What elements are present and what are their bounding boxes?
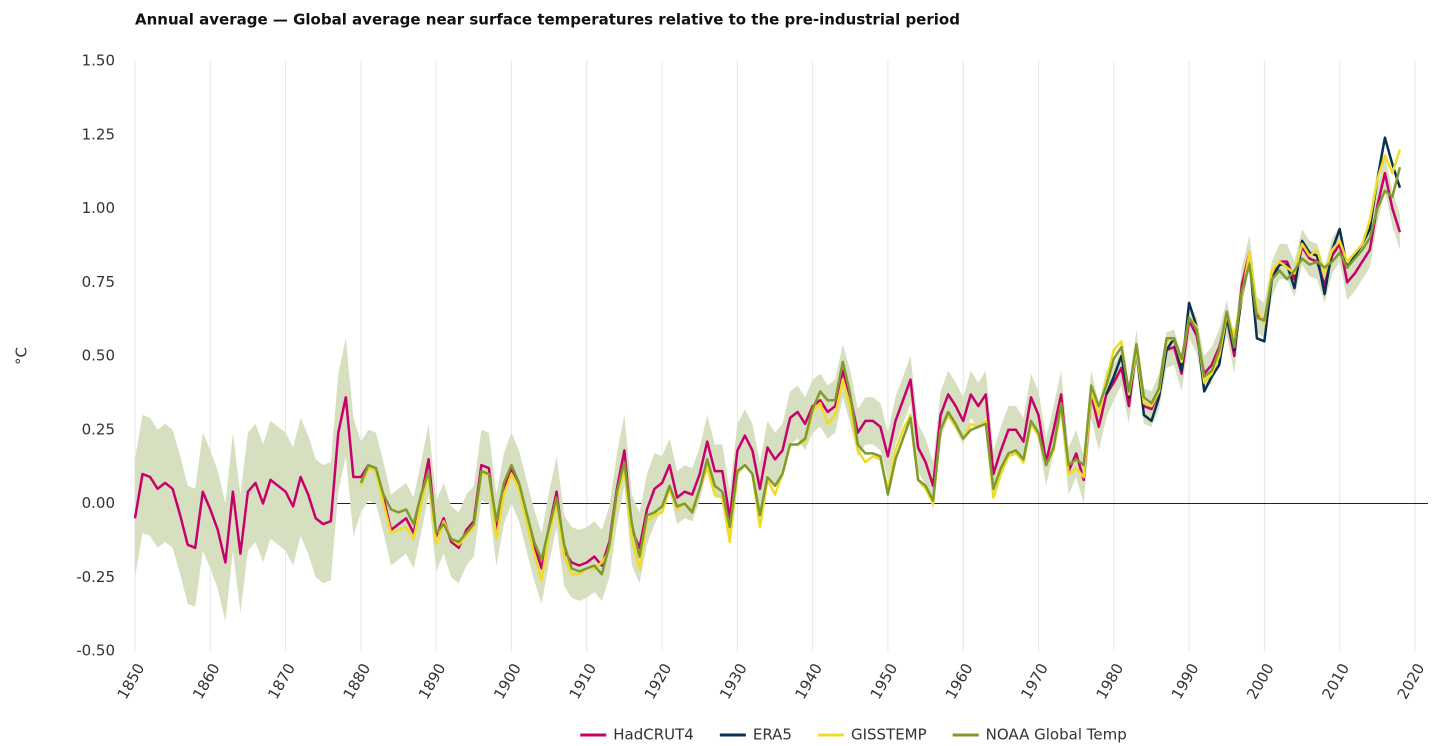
x-tick-label: 1970	[1017, 660, 1052, 702]
y-axis-label: °C	[13, 347, 31, 365]
x-tick-label: 1880	[340, 660, 375, 702]
x-tick-label: 1930	[716, 660, 751, 702]
legend-label: NOAA Global Temp	[986, 726, 1127, 744]
uncertainty-band	[135, 155, 1400, 622]
y-tick-label: 0.75	[82, 273, 115, 291]
x-tick-label: 1990	[1168, 660, 1203, 702]
x-tick-label: 1940	[791, 660, 826, 702]
x-tick-label: 2020	[1394, 660, 1429, 702]
x-tick-label: 1900	[490, 660, 525, 702]
x-tick-label: 1850	[114, 660, 149, 702]
x-tick-label: 1910	[565, 660, 600, 702]
y-tick-label: -0.25	[76, 568, 115, 586]
y-tick-label: 1.25	[82, 125, 115, 143]
x-tick-label: 1860	[189, 660, 224, 702]
x-tick-label: 2000	[1243, 660, 1278, 702]
legend: HadCRUT4 ERA5 GISSTEMP NOAA Global Temp	[580, 726, 1127, 744]
x-tick-label: 1950	[867, 660, 902, 702]
x-tick-label: 1960	[942, 660, 977, 702]
y-tick-label: 0.25	[82, 420, 115, 438]
x-tick-label: 2010	[1318, 660, 1353, 702]
x-tick-label: 1920	[641, 660, 676, 702]
series-line	[359, 166, 1402, 576]
x-tick-label: 1890	[415, 660, 450, 702]
x-tick-label: 1980	[1093, 660, 1128, 702]
y-tick-label: 0.00	[82, 494, 115, 512]
chart-title: Annual average — Global average near sur…	[135, 11, 960, 29]
y-tick-label: -0.50	[76, 642, 115, 660]
legend-label: HadCRUT4	[613, 726, 694, 744]
y-tick-label: 1.00	[82, 199, 115, 217]
x-tick-label: 1870	[264, 660, 299, 702]
y-tick-label: 0.50	[82, 347, 115, 365]
y-tick-label: 1.50	[82, 52, 115, 70]
legend-label: GISSTEMP	[851, 726, 927, 744]
legend-label: ERA5	[753, 726, 792, 744]
